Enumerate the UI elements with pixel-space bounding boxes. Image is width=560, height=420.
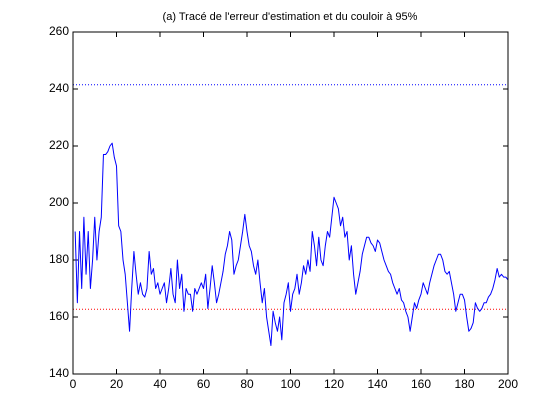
y-tick-label: 160 bbox=[49, 309, 69, 323]
y-tick-label: 180 bbox=[49, 252, 69, 266]
x-tick-label: 20 bbox=[110, 377, 124, 391]
y-tick-label: 240 bbox=[49, 81, 69, 95]
data-line bbox=[74, 142, 509, 346]
y-tick-label: 140 bbox=[49, 366, 69, 380]
y-tick-label: 220 bbox=[49, 138, 69, 152]
y-tick-label: 200 bbox=[49, 195, 69, 209]
x-tick-label: 120 bbox=[324, 377, 344, 391]
x-tick-label: 0 bbox=[70, 377, 77, 391]
x-tick-label: 40 bbox=[153, 377, 167, 391]
x-tick-label: 80 bbox=[240, 377, 254, 391]
x-tick-label: 140 bbox=[367, 377, 387, 391]
x-tick-label: 200 bbox=[498, 377, 518, 391]
y-tick-label: 260 bbox=[49, 24, 69, 38]
chart-title: (a) Tracé de l'erreur d'estimation et du… bbox=[163, 11, 418, 23]
x-tick-label: 160 bbox=[411, 377, 431, 391]
plot-frame bbox=[72, 31, 509, 375]
x-tick-label: 100 bbox=[280, 377, 300, 391]
x-tick-label: 60 bbox=[197, 377, 211, 391]
x-tick-label: 180 bbox=[454, 377, 474, 391]
